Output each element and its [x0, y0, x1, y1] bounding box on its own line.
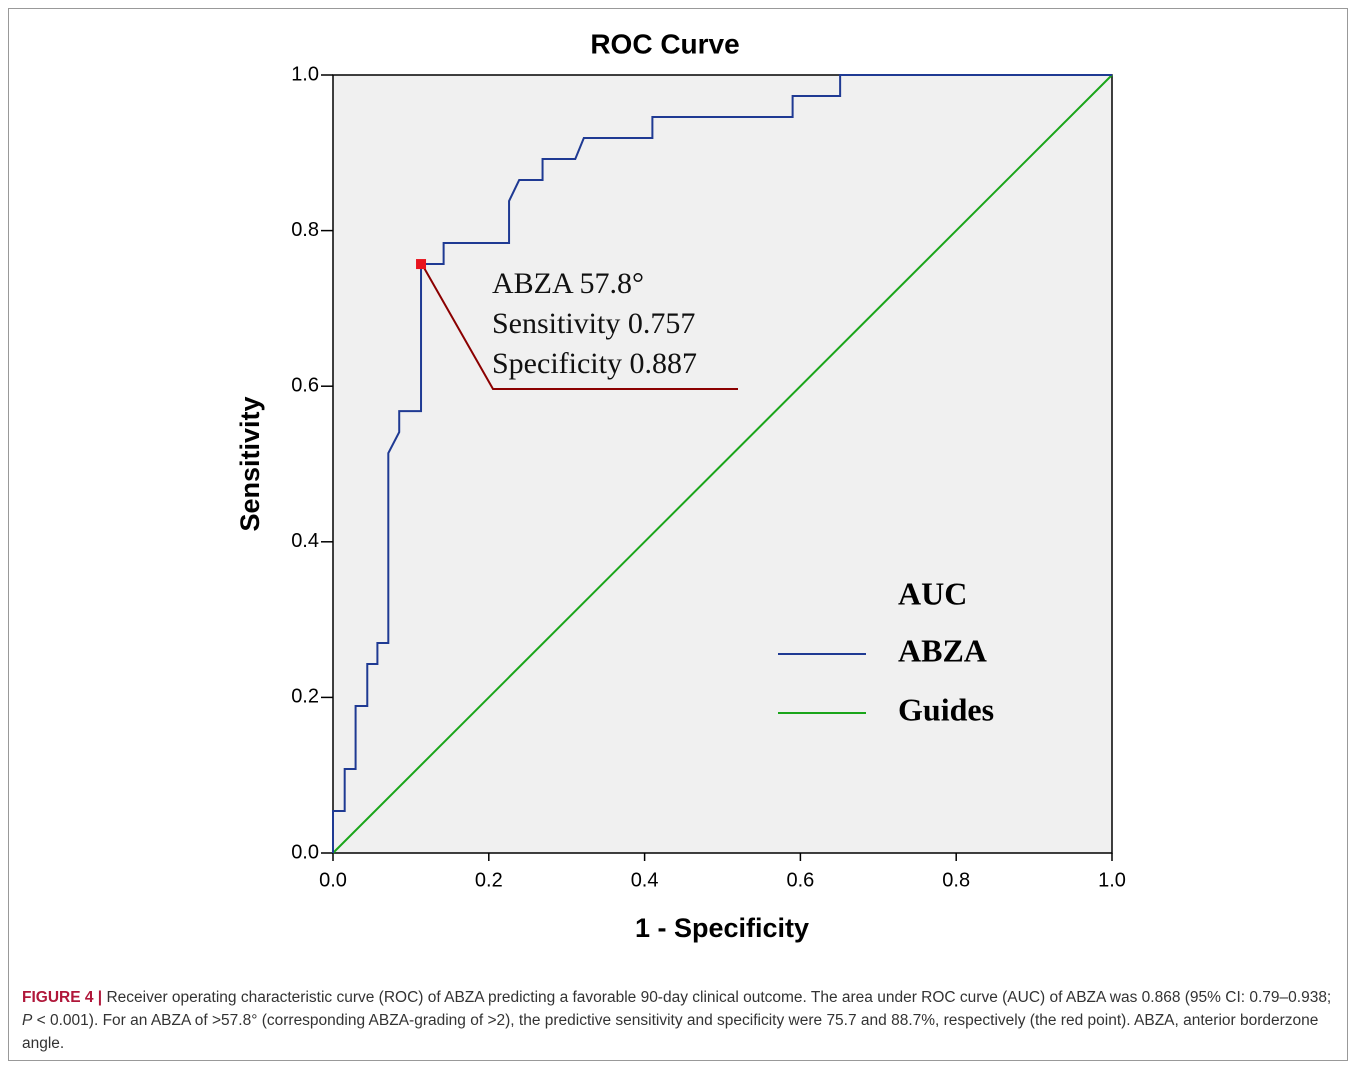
y-tick-label: 0.4: [291, 530, 319, 552]
annotation-leader: [422, 265, 738, 390]
x-tick-label: 0.2: [475, 869, 503, 891]
series-line: [332, 74, 1112, 853]
x-tick-label: 1.0: [1098, 869, 1126, 891]
annotation-line: Sensitivity 0.757: [492, 307, 695, 340]
caption-text: Receiver operating characteristic curve …: [102, 989, 1332, 1006]
x-tick-label: 0.4: [631, 869, 659, 891]
x-tick-label: 0.6: [786, 869, 814, 891]
caption-label: FIGURE 4 |: [22, 989, 103, 1006]
chart: ROC Curve 1 - Specificity Sensitivity AB…: [235, 28, 1126, 943]
x-tick-label: 0.0: [319, 869, 347, 891]
y-axis-label: Sensitivity: [235, 396, 265, 531]
highlight-point: [416, 259, 427, 270]
annotation-line: ABZA 57.8°: [492, 267, 644, 300]
y-tick-label: 0.0: [291, 841, 319, 863]
series-line: [332, 74, 1113, 854]
annotation-line: Specificity 0.887: [492, 347, 697, 380]
caption: FIGURE 4 | Receiver operating characteri…: [22, 986, 1340, 1055]
caption-text: P: [22, 1012, 33, 1029]
legend-label: Guides: [898, 691, 994, 727]
y-tick-label: 0.6: [291, 374, 319, 396]
y-tick-label: 0.8: [291, 219, 319, 241]
y-tick-label: 0.2: [291, 686, 319, 708]
chart-title: ROC Curve: [590, 28, 739, 59]
figure-frame: [8, 8, 1348, 1061]
x-axis-label: 1 - Specificity: [635, 913, 809, 943]
legend-label: ABZA: [898, 632, 987, 668]
caption-text: < 0.001). For an ABZA of >57.8° (corresp…: [22, 1012, 1319, 1052]
legend-title: AUC: [898, 575, 967, 611]
y-tick-label: 1.0: [291, 63, 319, 85]
x-tick-label: 0.8: [942, 869, 970, 891]
